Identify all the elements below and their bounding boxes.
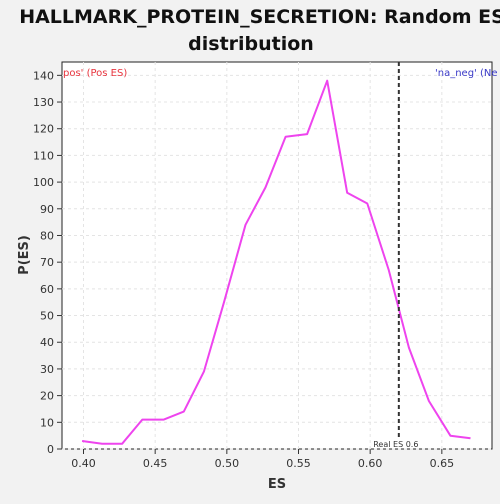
y-tick-label: 10 xyxy=(40,416,54,429)
y-tick-label: 50 xyxy=(40,310,54,323)
legend-neg-text: 'na_neg' (Ne xyxy=(435,68,498,79)
real-es-label: Real ES 0.6 xyxy=(373,440,418,449)
x-axis-label: ES xyxy=(268,477,286,492)
x-tick-label: 0.65 xyxy=(430,457,455,470)
y-tick-label: 60 xyxy=(40,283,54,296)
y-tick-label: 20 xyxy=(40,390,54,403)
series-line xyxy=(81,79,471,445)
axis-layer: 0.40 0.45 0.50 0.55 0.60 0.65 0 10 20 30 40 50 60 70 8… xyxy=(33,69,454,470)
series-layer xyxy=(81,79,471,445)
x-tick-label: 0.60 xyxy=(358,457,383,470)
y-tick-label: 80 xyxy=(40,229,54,242)
vline-layer: Real ES 0.6 xyxy=(373,62,418,449)
y-axis-label: P(ES) xyxy=(17,235,32,275)
plot-area xyxy=(61,61,493,450)
x-tick-label: 0.40 xyxy=(71,457,96,470)
x-tick-label: 0.55 xyxy=(286,457,311,470)
grid-layer xyxy=(62,62,492,450)
y-tick-label: 130 xyxy=(33,96,54,109)
y-tick-label: 40 xyxy=(40,336,54,349)
y-tick-label: 140 xyxy=(33,69,54,82)
y-tick-label: 100 xyxy=(33,176,54,189)
y-tick-label: 30 xyxy=(40,363,54,376)
x-tick-label: 0.45 xyxy=(143,457,168,470)
y-tick-label: 120 xyxy=(33,123,54,136)
legend-pos-text: pos' (Pos ES) xyxy=(63,68,127,79)
y-tick-label: 90 xyxy=(40,203,54,216)
y-tick-label: 0 xyxy=(47,443,54,456)
chart-title-line-1: HALLMARK_PROTEIN_SECRETION: Random ES xyxy=(19,6,500,28)
y-tick-label: 110 xyxy=(33,149,54,162)
y-tick-label: 70 xyxy=(40,256,54,269)
x-tick-label: 0.50 xyxy=(215,457,240,470)
chart-title-line-2: distribution xyxy=(188,33,314,55)
